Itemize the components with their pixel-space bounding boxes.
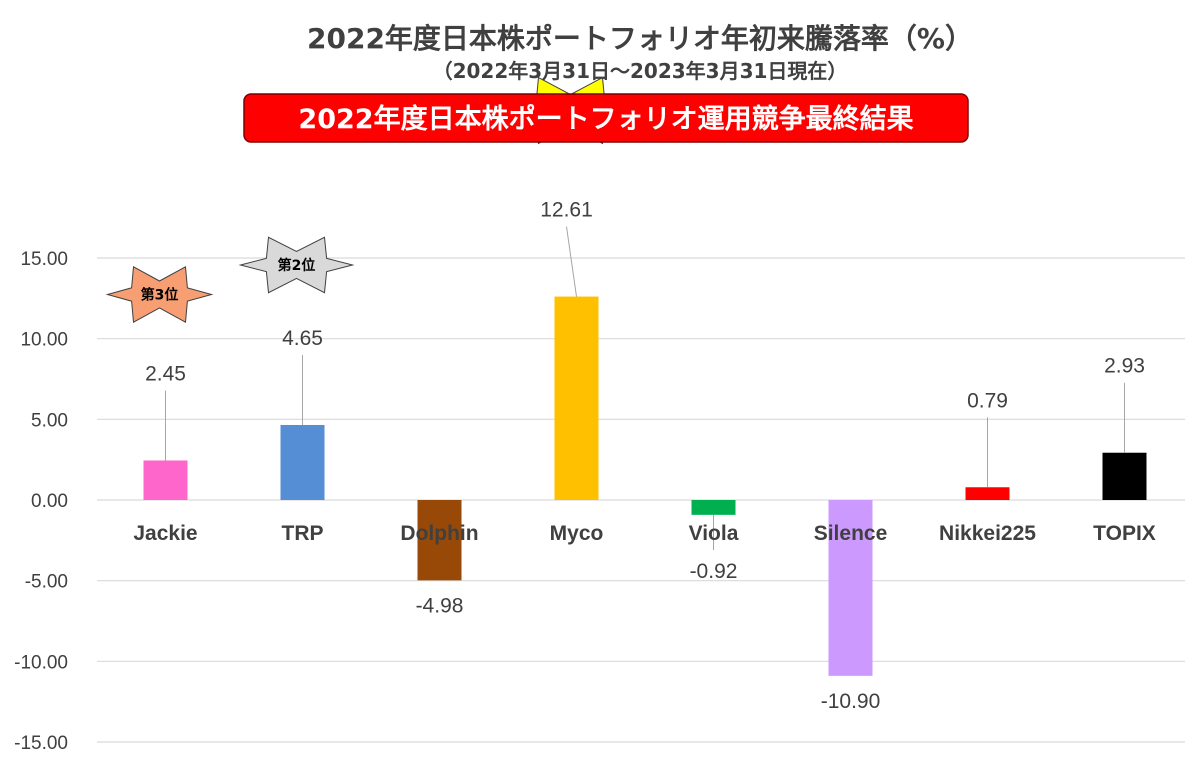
data-label: 0.79 bbox=[967, 389, 1008, 412]
chart-title: 2022年度日本株ポートフォリオ年初来騰落率（%） bbox=[307, 22, 973, 55]
bar-dolphin bbox=[417, 500, 462, 581]
data-label: -4.98 bbox=[416, 594, 464, 617]
leader-line bbox=[566, 226, 577, 297]
x-tick-label: TRP bbox=[282, 522, 324, 545]
chart-subtitle: （2022年3月31日～2023年3月31日現在） bbox=[433, 59, 848, 83]
x-tick-label: Nikkei225 bbox=[939, 522, 1036, 545]
bar-jackie bbox=[143, 460, 188, 500]
rank-badge-label: 第2位 bbox=[278, 257, 316, 274]
rank-badge-star bbox=[105, 265, 214, 324]
bar-silence bbox=[828, 500, 873, 676]
banner-background bbox=[243, 93, 969, 143]
data-label: -10.90 bbox=[821, 690, 881, 713]
x-tick-label: TOPIX bbox=[1093, 522, 1156, 545]
leader-lines bbox=[165, 226, 1125, 550]
y-tick-label: 10.00 bbox=[20, 330, 68, 351]
x-tick-label: Silence bbox=[814, 522, 888, 545]
gridlines bbox=[97, 257, 1185, 743]
x-tick-label: Viola bbox=[689, 522, 739, 545]
y-tick-label: 5.00 bbox=[31, 410, 68, 431]
y-tick-label: 0.00 bbox=[31, 491, 68, 512]
x-tick-label: Myco bbox=[550, 522, 604, 545]
y-tick-label: -5.00 bbox=[25, 572, 68, 593]
banner-text: 2022年度日本株ポートフォリオ運用競争最終結果 bbox=[298, 103, 913, 135]
bar-myco bbox=[554, 296, 599, 500]
bar-trp bbox=[280, 424, 325, 500]
data-label: 4.65 bbox=[282, 327, 323, 350]
rank-badge-label: 第3位 bbox=[141, 286, 179, 303]
y-tick-label: -15.00 bbox=[14, 733, 68, 754]
bars bbox=[143, 296, 1147, 676]
result-banner: 2022年度日本株ポートフォリオ運用競争最終結果 bbox=[243, 93, 969, 143]
data-label: 12.61 bbox=[540, 199, 593, 222]
rank-badge-star bbox=[238, 236, 355, 294]
y-tick-label: 15.00 bbox=[20, 249, 68, 270]
bar-topix bbox=[1102, 452, 1147, 500]
data-label: 2.45 bbox=[145, 362, 186, 385]
labels: 15.00 10.00 5.00 0.00 -5.00 -10.00 -15.00 Jacki… bbox=[14, 199, 1156, 754]
x-tick-label: Dolphin bbox=[400, 522, 478, 545]
data-label: 2.93 bbox=[1104, 355, 1145, 378]
bar-nikkei225 bbox=[965, 487, 1010, 500]
y-tick-label: -10.00 bbox=[14, 652, 68, 673]
x-tick-label: Jackie bbox=[133, 522, 197, 545]
data-label: -0.92 bbox=[690, 560, 738, 583]
bar-viola bbox=[691, 500, 736, 515]
